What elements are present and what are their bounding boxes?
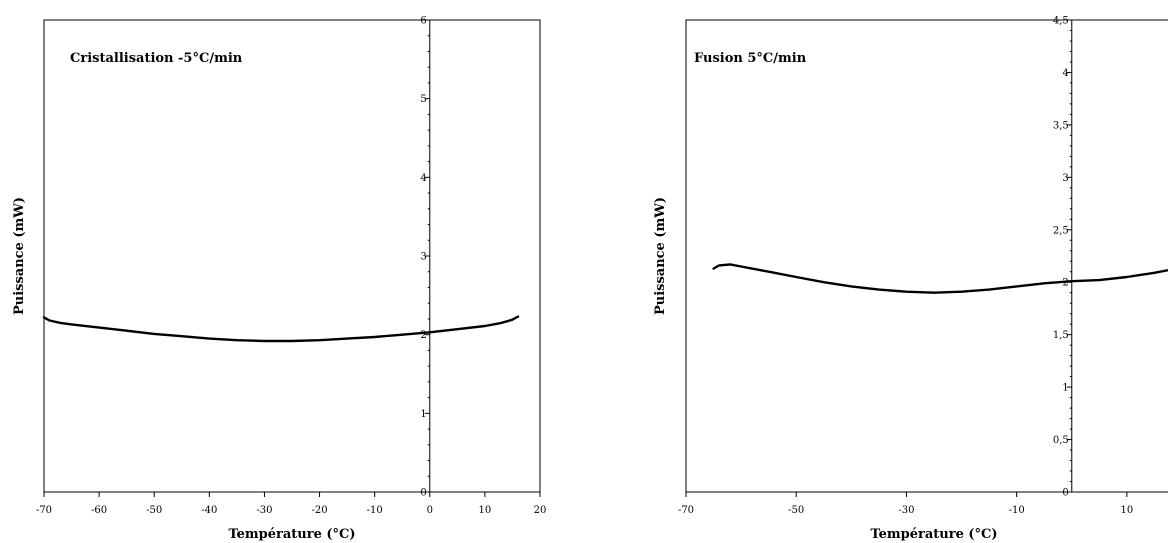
y-tick-label: 0 — [420, 488, 426, 499]
y-axis-title: Puissance (mW) — [12, 197, 27, 315]
x-tick-label: -50 — [146, 505, 162, 516]
x-tick-label: -60 — [91, 505, 107, 516]
x-tick-label: -10 — [367, 505, 383, 516]
y-tick-label: 0 — [1062, 488, 1068, 499]
chart-title: Cristallisation -5°C/min — [70, 51, 243, 66]
x-tick-label: -40 — [201, 505, 217, 516]
y-tick-label: 1,5 — [1053, 330, 1069, 341]
y-tick-label: 6 — [420, 16, 426, 27]
y-tick-label: 4 — [420, 173, 426, 184]
x-tick-label: -30 — [256, 505, 272, 516]
x-tick-label: 10 — [1121, 505, 1134, 516]
y-tick-label: 1 — [420, 409, 426, 420]
y-axis-title: Puissance (mW) — [653, 197, 668, 315]
y-tick-label: 0,5 — [1053, 435, 1069, 446]
x-tick-label: 0 — [427, 505, 433, 516]
x-tick-label: 10 — [479, 505, 492, 516]
y-tick-label: 1 — [1062, 383, 1068, 394]
x-tick-label: -70 — [678, 505, 694, 516]
x-tick-label: -30 — [898, 505, 914, 516]
x-tick-label: -70 — [36, 505, 52, 516]
plot-frame — [43, 19, 541, 493]
y-tick-label: 2 — [420, 330, 426, 341]
series-line — [42, 315, 520, 343]
y-tick-label: 2 — [1062, 278, 1068, 289]
y-tick-label: 4 — [1062, 68, 1068, 79]
chart-title: Fusion 5°C/min — [694, 51, 807, 66]
y-tick-label: 3 — [420, 252, 426, 263]
y-tick-label: 5 — [420, 94, 426, 105]
x-tick-label: 20 — [534, 505, 547, 516]
series-line — [712, 263, 1168, 294]
y-tick-label: 4,5 — [1053, 16, 1069, 27]
y-tick-label: 2,5 — [1053, 225, 1069, 236]
x-axis-title: Température (°C) — [870, 527, 997, 542]
chart-fusion: Fusion 5°C/min Température (°C) Puissanc… — [653, 16, 1168, 542]
x-tick-label: -20 — [312, 505, 328, 516]
y-tick-label: 3 — [1062, 173, 1068, 184]
plot-frame — [685, 19, 1168, 493]
y-tick-label: 3,5 — [1053, 120, 1069, 131]
x-axis-title: Température (°C) — [228, 527, 355, 542]
chart-crystallisation: Cristallisation -5°C/min Température (°C… — [12, 16, 546, 543]
x-tick-label: -50 — [788, 505, 804, 516]
x-tick-label: -10 — [1009, 505, 1025, 516]
